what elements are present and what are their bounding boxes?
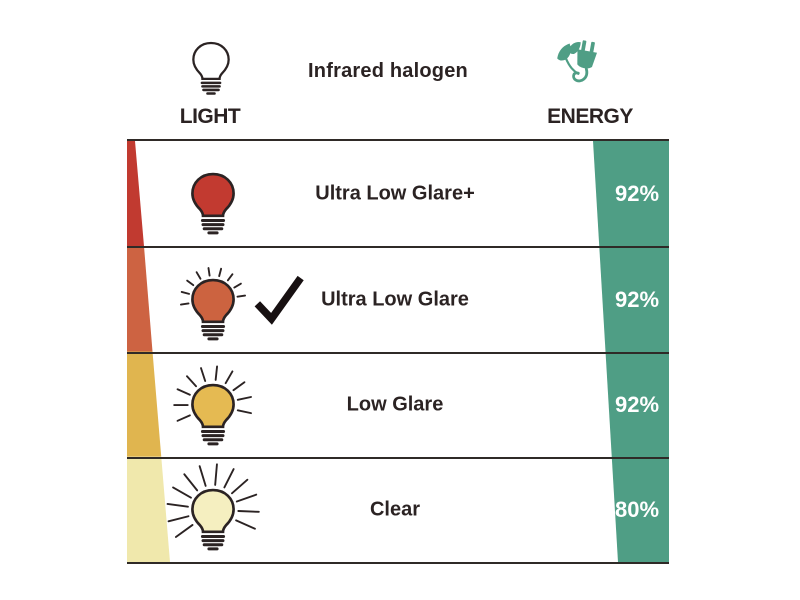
table-row-low-glare: Low Glare 92% [127,351,669,457]
row-label: Clear [369,498,421,521]
energy-percent: 92% [614,392,660,418]
light-bulb-outline-icon [192,41,230,95]
light-column-header: LIGHT [179,105,241,128]
row-label: Ultra Low Glare [321,288,469,311]
energy-percent: 92% [614,286,660,312]
table-row-ultra-low-glare-plus: Ultra Low Glare+ 92% [127,141,669,246]
row-label: Low Glare [346,393,444,416]
wedge-segment-red [127,141,144,247]
eco-plug-icon [557,40,597,83]
red-bulb-icon [191,172,235,234]
page-title: Infrared halogen [308,60,468,82]
wedge-segment-gold [127,351,162,457]
comparison-table: Ultra Low Glare+ 92% Ultra Low Glare 92% [127,139,669,564]
orange-bulb-icon [180,266,246,341]
energy-percent: 80% [614,497,660,523]
pale-bulb-icon [166,463,260,551]
table-row-clear: Clear 80% [127,456,669,562]
wedge-segment-orange [127,246,153,352]
checkmark-icon [254,275,304,325]
energy-percent: 92% [614,180,660,206]
wedge-segment-pale [127,456,170,562]
row-label: Ultra Low Glare+ [315,182,475,205]
gold-bulb-icon [173,365,252,446]
energy-column-header: ENERGY [547,105,633,128]
table-row-ultra-low-glare: Ultra Low Glare 92% [127,246,669,351]
